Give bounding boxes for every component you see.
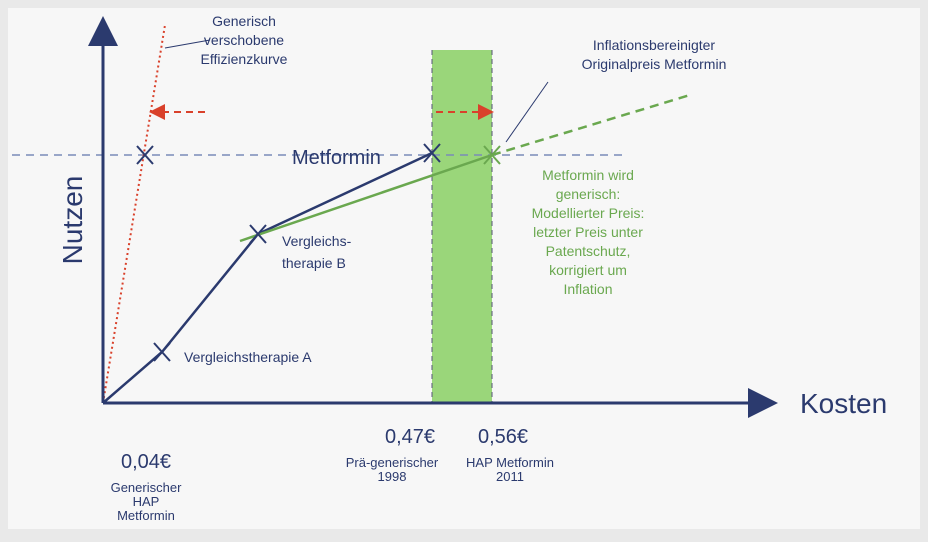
text-line: letzter Preis unter (533, 224, 643, 240)
price-caption: Prä-generischer 1998 (346, 455, 439, 484)
price-caption: HAP Metformin 2011 (466, 455, 554, 484)
text-line: Prä-generischer (346, 455, 439, 470)
text-line: Generisch (212, 13, 276, 29)
text-line: 2011 (496, 469, 524, 484)
price-note: Inflationsbereinigter Originalpreis Metfo… (582, 37, 727, 72)
text-line: Originalpreis Metformin (582, 56, 727, 72)
generic-note: Metformin wird generisch: Modellierter Pre… (532, 167, 645, 297)
text-line: generisch: (556, 186, 621, 202)
efficiency-line (102, 151, 433, 404)
text-line: HAP (133, 494, 160, 509)
text-line: verschobene (204, 32, 284, 48)
text-line: Vergleichs- (282, 233, 352, 249)
text-line: 1998 (378, 469, 407, 484)
price-caption: Generischer HAP Metformin (111, 480, 182, 523)
marker (483, 145, 501, 165)
point-label: Vergleichs-therapie B (282, 233, 352, 271)
text-line: korrigiert um (549, 262, 627, 278)
text-line: Metformin (117, 508, 175, 523)
curve-note: Generisch verschobene Effizienzkurve (201, 13, 288, 67)
text-line: Effizienzkurve (201, 51, 288, 67)
text-line: Inflationsbereinigter (593, 37, 716, 53)
point-label: Vergleichstherapie A (184, 349, 312, 365)
efficiency-curve (102, 24, 166, 404)
text-line: Metformin wird (542, 167, 634, 183)
x-axis-label: Kosten (800, 388, 887, 419)
y-axis-label: Nutzen (57, 176, 88, 265)
text-line: Generischer (111, 480, 182, 495)
text-line: Inflation (563, 281, 612, 297)
leader-line (505, 81, 549, 143)
price: 0,56€ (478, 426, 528, 448)
green-line (239, 153, 493, 243)
text-line: Patentschutz, (546, 243, 631, 259)
green-band (432, 50, 492, 402)
text-line: HAP Metformin (466, 455, 554, 470)
point-label: Metformin (292, 147, 381, 169)
green-dashed (491, 93, 691, 157)
price: 0,47€ (385, 426, 435, 448)
text-line: therapie B (282, 255, 346, 271)
markers (136, 143, 441, 362)
leader-line (164, 39, 211, 49)
text-line: Modellierter Preis: (532, 205, 645, 221)
price: 0,04€ (121, 451, 171, 473)
